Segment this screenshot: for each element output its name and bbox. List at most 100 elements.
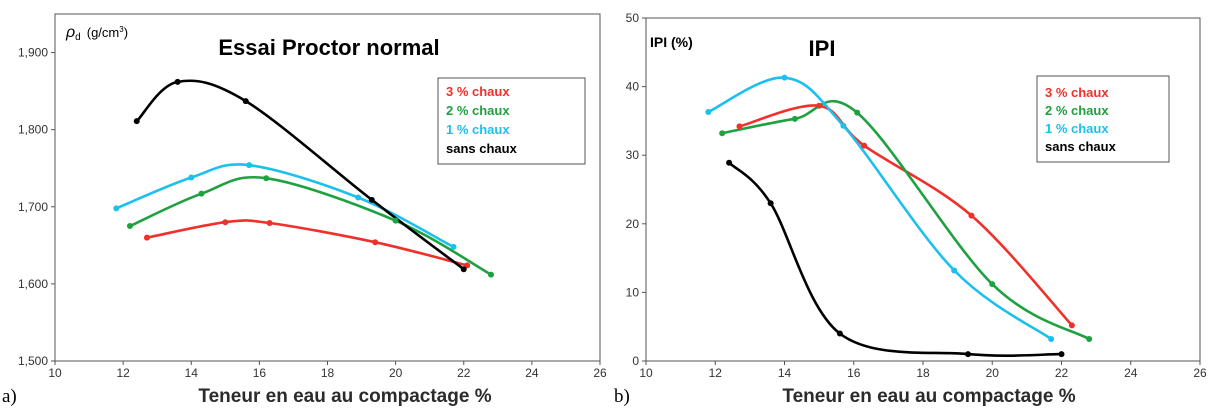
y-axis-label-sup-a: 3 [119,25,124,34]
legend-entry-a-0: 3 % chaux [446,84,510,99]
x-tick-label-b: 24 [1124,366,1138,380]
x-tick-label-a: 20 [389,366,403,380]
points-group-b [705,74,1093,358]
data-point-b-3 [836,330,843,337]
data-point-b-1 [791,115,798,122]
data-point-b-3 [767,200,774,207]
y-axis-label-sub-a: d [75,32,81,43]
data-point-a-3 [174,78,181,85]
data-point-b-2 [705,108,712,115]
data-point-b-2 [781,74,788,81]
data-point-b-0 [861,142,868,149]
data-point-a-3 [242,98,249,105]
y-tick-label-b: 50 [626,11,640,25]
panel-label-b: b) [614,386,630,407]
data-point-b-1 [989,281,996,288]
data-point-a-2 [355,194,362,201]
y-tick-label-a: 1,500 [18,354,48,368]
data-point-b-2 [951,267,958,274]
x-tick-label-a: 10 [48,366,62,380]
series-line-b-1 [720,99,1091,341]
legend-entry-a-3: sans chaux [446,141,518,156]
data-point-b-2 [1048,336,1055,343]
y-tick-label-a: 1,800 [18,123,48,137]
legend-entry-a-1: 2 % chaux [446,103,510,118]
data-point-b-0 [1068,322,1075,329]
x-tick-label-a: 18 [321,366,335,380]
data-point-b-1 [719,130,726,137]
panel-label-a: a) [2,386,17,407]
data-point-a-2 [188,174,195,181]
plot-frame-a [54,13,601,362]
x-tick-label-b: 14 [778,366,792,380]
data-point-a-1 [126,223,133,230]
y-axis-label-unit-a: (g/cm [87,25,120,40]
legend-b: 3 % chaux 2 % chaux 1 % chaux sans chaux [1045,85,1117,154]
y-axis-label-a: ρd (g/cm3) [65,24,128,43]
data-point-a-3 [368,196,375,203]
data-point-a-0 [266,219,273,226]
x-axis-label-b: Teneur en eau au compactage % [782,386,1075,407]
y-tick-label-b: 10 [626,285,640,299]
legend-entry-b-3: sans chaux [1045,139,1117,154]
data-point-a-1 [392,217,399,224]
data-point-b-3 [1058,351,1065,358]
y-axis-label-end-a: ) [124,25,128,40]
y-tick-label-b: 40 [626,80,640,94]
x-tick-label-b: 16 [847,366,861,380]
legend-a: 3 % chaux 2 % chaux 1 % chaux sans chaux [446,84,518,156]
data-point-a-2 [246,162,253,169]
data-point-a-1 [198,190,205,197]
legend-entry-b-0: 3 % chaux [1045,85,1109,100]
y-tick-label-b: 20 [626,217,640,231]
data-point-a-3 [460,266,467,273]
x-axis-label-a: Teneur en eau au compactage % [198,386,491,407]
legend-entry-b-2: 1 % chaux [1045,121,1109,136]
data-point-a-0 [372,239,379,246]
x-tick-label-a: 14 [185,366,199,380]
data-point-a-2 [113,205,120,212]
y-tick-label-b: 0 [632,354,639,368]
data-point-a-1 [263,175,270,182]
y-tick-label-a: 1,900 [18,46,48,60]
chart-title-a: Essai Proctor normal [218,35,439,60]
data-point-b-1 [854,109,861,116]
x-tick-label-b: 22 [1055,366,1069,380]
series-group-a [115,79,493,276]
y-axis-label-symbol-a: ρ [65,24,75,41]
data-point-a-0 [222,219,229,226]
series-line-a-2 [115,163,455,249]
x-tick-label-a: 12 [116,366,130,380]
x-tick-label-b: 18 [916,366,930,380]
legend-box-b [1036,75,1170,163]
legend-entry-a-2: 1 % chaux [446,122,510,137]
legend-box-a [437,77,586,165]
y-axis-label-b: IPI (%) [650,34,693,50]
x-tick-label-a: 22 [457,366,471,380]
x-tick-label-b: 20 [986,366,1000,380]
data-point-b-0 [816,102,823,109]
x-tick-label-b: 10 [639,366,653,380]
data-point-a-0 [464,262,471,269]
series-line-b-2 [707,76,1053,341]
series-line-a-0 [145,219,469,267]
plot-frame-b [645,17,1201,362]
series-line-a-3 [135,79,466,271]
chart-a: 10 12 14 16 18 20 22 24 26 1,500 1,600 1,700 1,800 1,… [2,13,607,407]
data-point-b-0 [968,212,975,219]
data-point-a-0 [143,234,150,241]
y-tick-label-b: 30 [626,148,640,162]
x-tick-label-b: 26 [1193,366,1207,380]
data-point-b-0 [736,123,743,130]
series-line-b-0 [738,104,1074,327]
points-group-a [113,78,494,278]
data-point-a-3 [133,118,140,125]
data-point-b-3 [965,351,972,358]
x-tick-label-b: 12 [709,366,723,380]
x-tick-label-a: 26 [593,366,607,380]
y-tick-label-a: 1,700 [18,200,48,214]
data-point-a-2 [450,243,457,250]
data-point-b-3 [726,159,733,166]
